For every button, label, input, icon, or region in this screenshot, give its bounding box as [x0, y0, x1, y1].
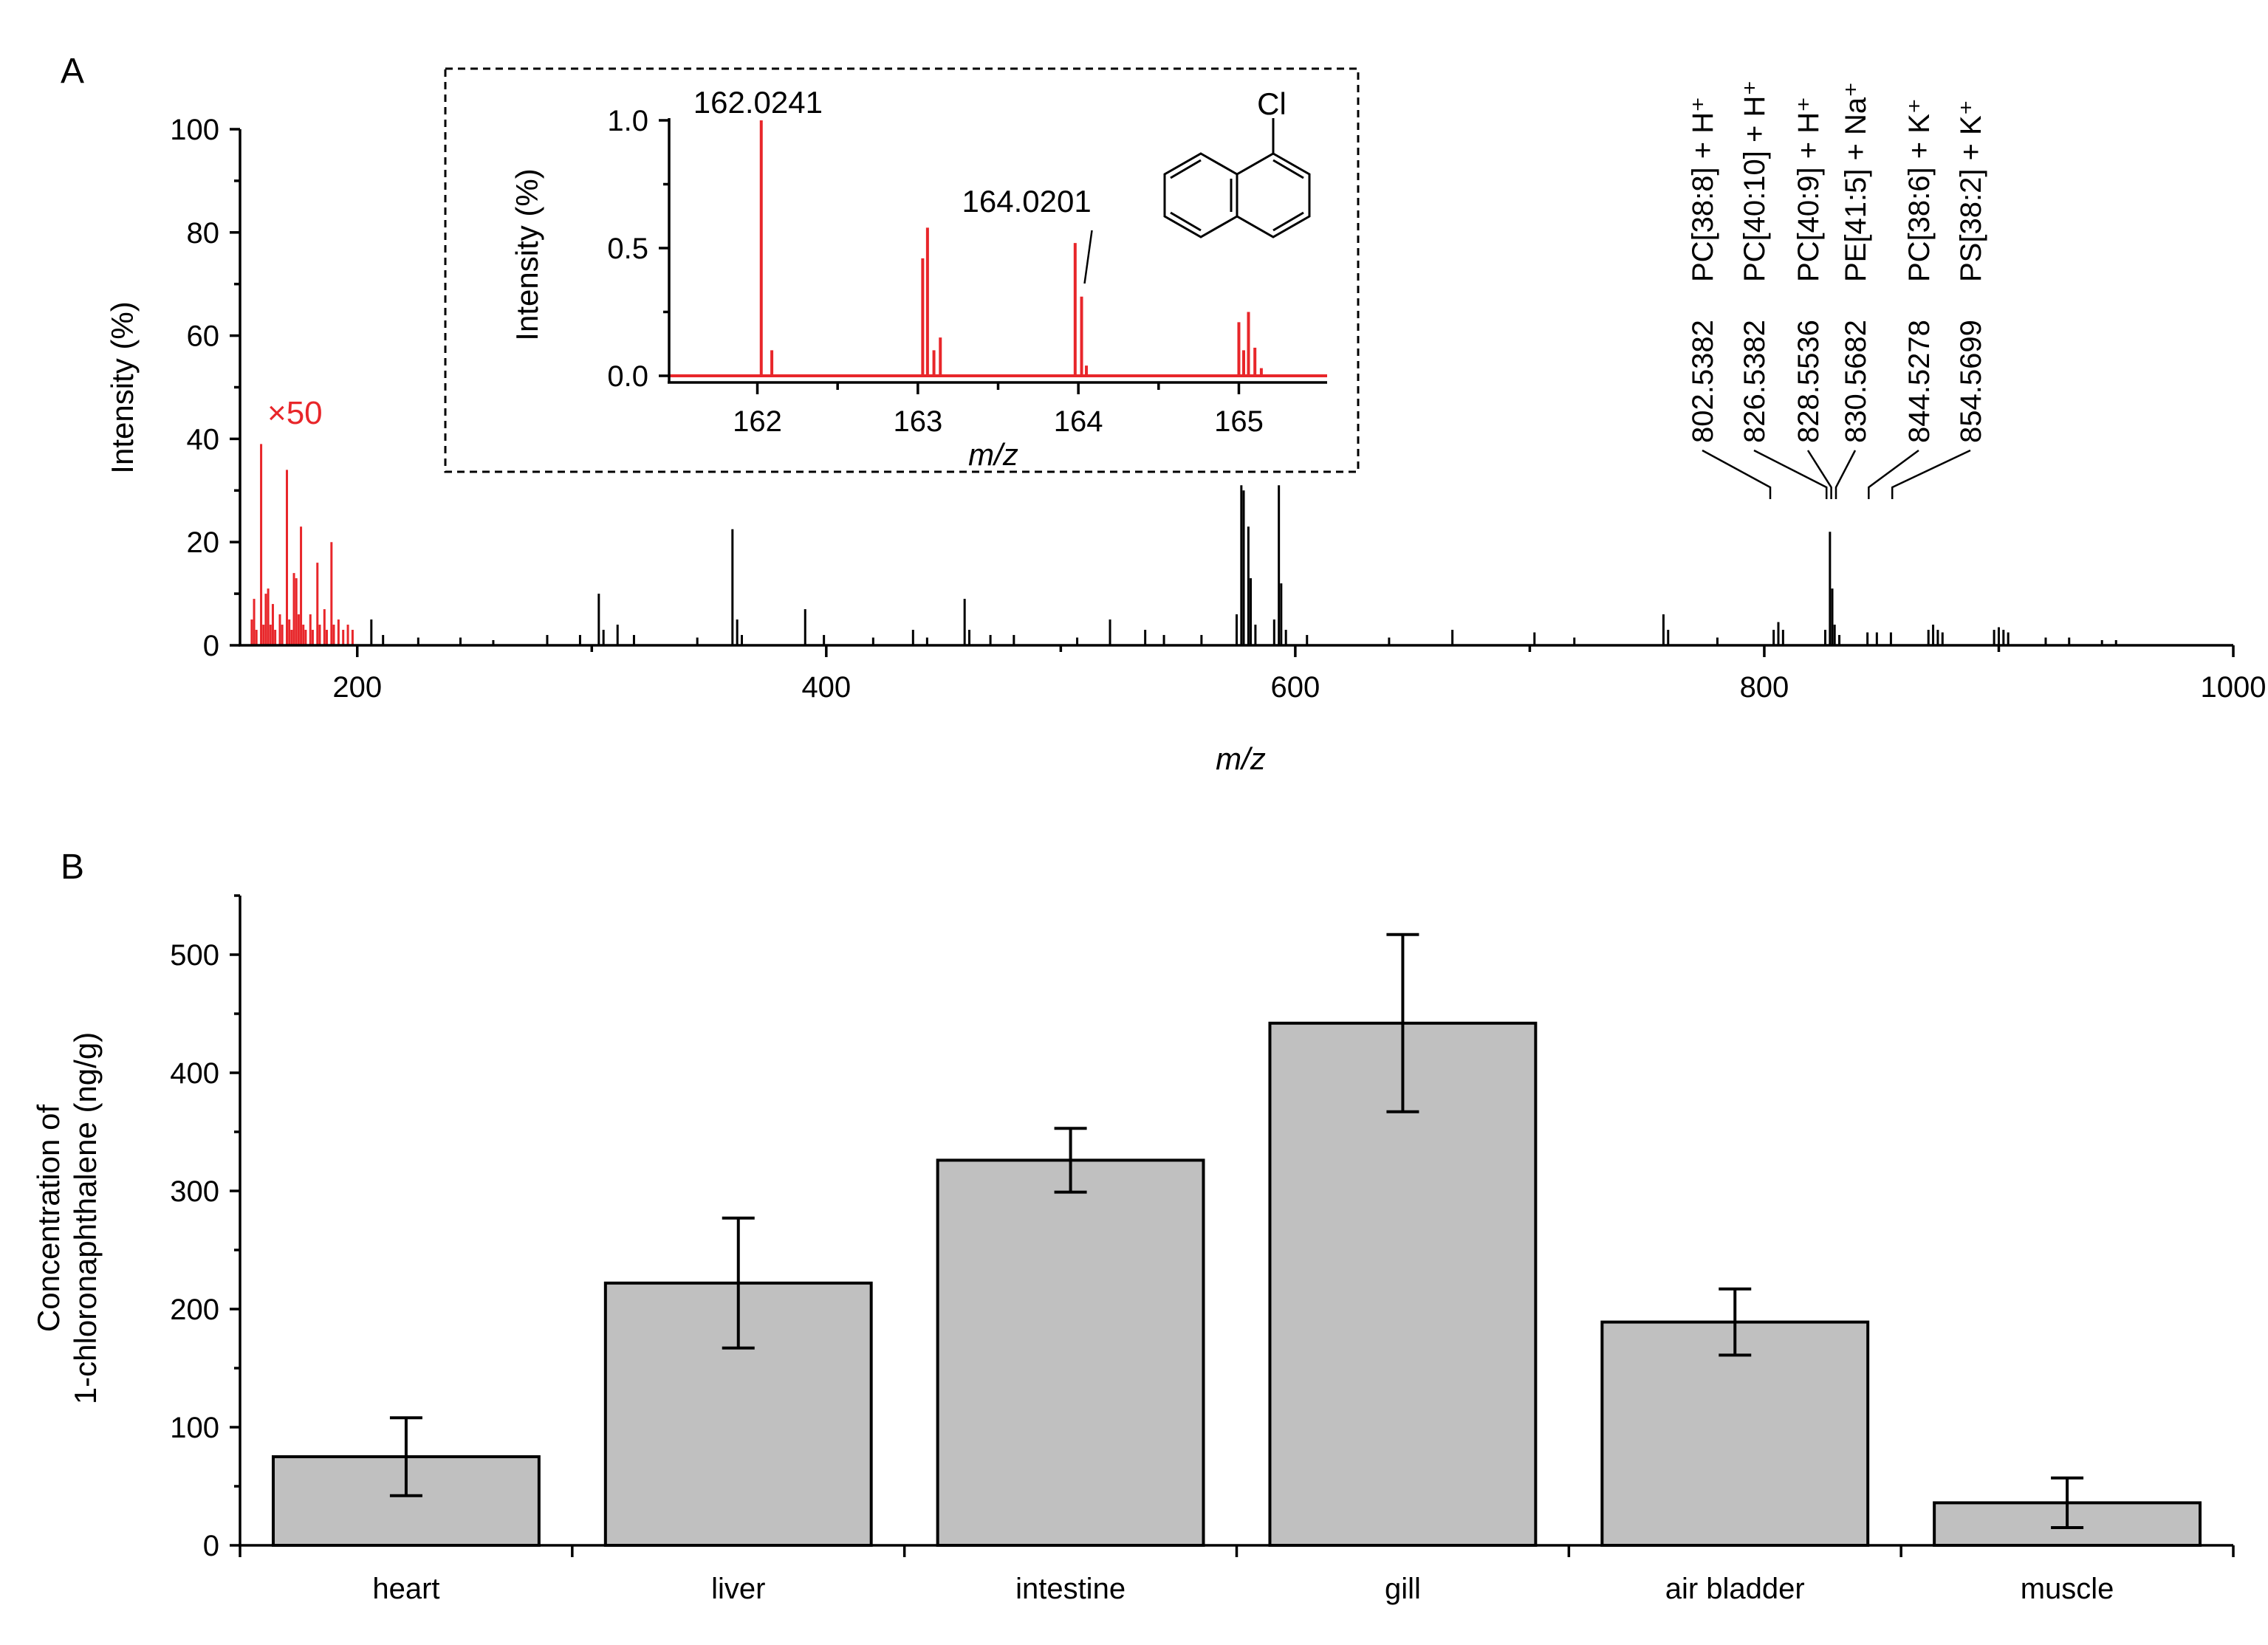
inset-y-tick-label: 1.0: [607, 105, 648, 137]
mass-spectrum-chart: 0 20 40 60 80 100 200 400 600 800 1000 Intensity …: [105, 80, 2266, 776]
ion-mz-label: 830.5682: [1840, 320, 1872, 443]
inset-x-axis-label: m/z: [968, 437, 1018, 472]
ion-mz-label: 854.5699: [1955, 320, 1987, 443]
y-axis-label-line1: Concentration of: [31, 1105, 66, 1333]
double-bond: [1170, 159, 1202, 179]
naphthalene-right-ring: [1236, 152, 1311, 238]
ion-name-label: PE[41:5] + Na⁺: [1840, 82, 1872, 282]
error-bars: [389, 933, 2084, 1529]
x-axis-label: m/z: [1216, 741, 1266, 776]
ion-mz-label: 844.5278: [1903, 320, 1936, 443]
y-tick-label: 0: [203, 630, 219, 662]
y-tick-label: 20: [187, 526, 220, 559]
y-tick-label: 500: [170, 939, 219, 972]
ion-mz-label: 828.5536: [1792, 320, 1825, 443]
panel-a-letter: A: [61, 52, 84, 91]
inset-border: [444, 67, 1360, 473]
ion-name-label: PC[40:10] + H⁺: [1738, 80, 1771, 282]
y-tick-label: 40: [187, 423, 220, 456]
y-axis-label-line2: 1-chloronaphthalene (ng/g): [68, 1032, 103, 1404]
y-axis-label: Intensity (%): [105, 301, 140, 473]
category-label: heart: [372, 1573, 439, 1605]
inset-peak-label: 164.0201: [962, 184, 1092, 219]
x-tick-label: 800: [1740, 671, 1789, 704]
y-tick-label: 200: [170, 1294, 219, 1326]
x-tick-label: 1000: [2201, 671, 2267, 704]
double-bond: [1170, 211, 1202, 232]
inset-peak-leader: [1083, 230, 1093, 284]
inset-peak-labels: 162.0241 164.0201: [693, 85, 1093, 284]
inset-x-ticks: 162 163 164 165: [733, 382, 1264, 438]
x-tick-label: 400: [801, 671, 851, 704]
inset-chart: 0.0 0.5 1.0 162 163 164 165 Intensity (%) m/z…: [444, 67, 1360, 473]
x-ticks: 200 400 600 800 1000: [332, 645, 2266, 704]
magnification-label: ×50: [267, 395, 323, 431]
category-label: muscle: [2021, 1573, 2114, 1605]
bar: [936, 1158, 1205, 1547]
spectrum-peaks: [370, 485, 2117, 645]
y-tick-label: 100: [170, 114, 219, 146]
double-bond: [1272, 159, 1304, 179]
ion-leader-line: [1891, 449, 1971, 499]
category-label: intestine: [1015, 1573, 1126, 1605]
ion-leader-line: [1806, 450, 1832, 499]
ion-annotations: 802.5382 PC[38:8] + H⁺ 826.5382 PC[40:10] +…: [1687, 80, 1987, 499]
ion-mz-label: 826.5382: [1738, 320, 1771, 443]
y-tick-label: 300: [170, 1175, 219, 1208]
chloronaphthalene-structure: [1163, 118, 1311, 238]
x-tick-label: 200: [332, 671, 382, 704]
category-label: liver: [711, 1573, 765, 1605]
inset-peak-label: 162.0241: [693, 85, 823, 120]
tissue-bar-chart: 0 100 200 300 400 500 heart liver intestine gill…: [31, 894, 2235, 1605]
naphthalene-left-ring: [1163, 152, 1239, 238]
x-ticks: heart liver intestine gill air bladder muscle: [239, 1545, 2235, 1605]
inset-y-tick-label: 0.0: [607, 360, 648, 393]
chlorine-label: Cl: [1257, 86, 1287, 121]
inset-y-axis-label: Intensity (%): [510, 168, 544, 340]
y-tick-label: 0: [203, 1530, 219, 1562]
inset-y-ticks: 0.0 0.5 1.0: [607, 105, 669, 393]
y-ticks: 0 20 40 60 80 100: [170, 114, 240, 662]
magnified-peaks: [250, 444, 354, 645]
ion-leader-line: [1702, 449, 1772, 499]
y-tick-label: 100: [170, 1412, 219, 1444]
ion-name-label: PC[40:9] + H⁺: [1792, 97, 1825, 282]
category-label: air bladder: [1665, 1573, 1805, 1605]
ion-leader-line: [1834, 450, 1857, 499]
ion-leader-line: [1868, 449, 1919, 499]
ion-leader-line: [1753, 449, 1828, 499]
inset-x-tick-label: 163: [893, 405, 942, 438]
ion-name-label: PS[38:2] + K⁺: [1955, 100, 1987, 282]
category-label: gill: [1385, 1573, 1421, 1605]
inset-x-tick-label: 165: [1214, 405, 1264, 438]
inset-x-tick-label: 162: [733, 405, 782, 438]
double-bond: [1272, 211, 1304, 232]
ion-name-label: PC[38:6] + K⁺: [1903, 98, 1936, 282]
ion-mz-label: 802.5382: [1687, 320, 1719, 443]
x-tick-label: 600: [1271, 671, 1320, 704]
inset-y-tick-label: 0.5: [607, 233, 648, 265]
panel-b-letter: B: [61, 848, 84, 887]
y-tick-label: 400: [170, 1057, 219, 1090]
y-ticks: 0 100 200 300 400 500: [170, 894, 240, 1562]
inset-x-tick-label: 164: [1054, 405, 1103, 438]
y-tick-label: 80: [187, 217, 220, 250]
inset-peaks: [669, 120, 1327, 377]
ion-name-label: PC[38:8] + H⁺: [1687, 97, 1719, 282]
y-tick-label: 60: [187, 320, 220, 353]
bars: [271, 1021, 2202, 1548]
